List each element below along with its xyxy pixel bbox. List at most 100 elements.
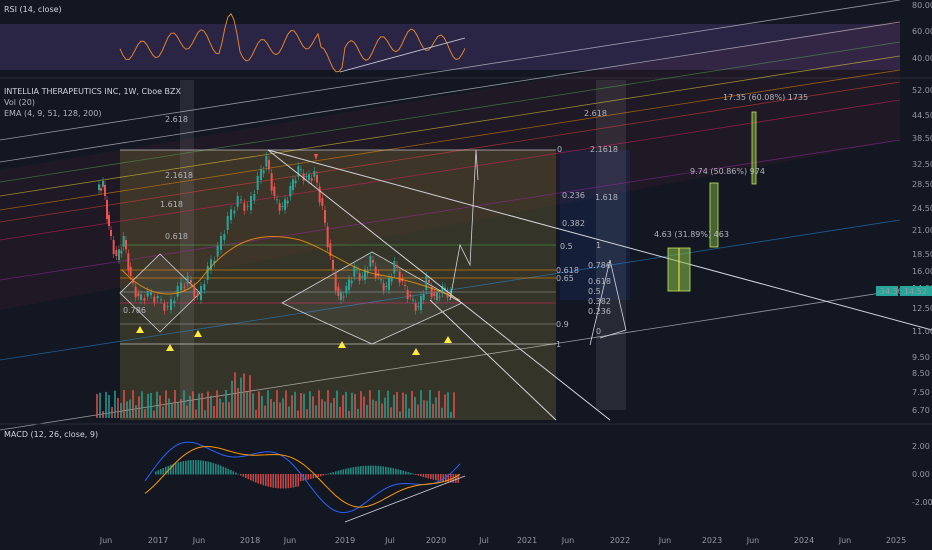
macd-hist-bar — [282, 474, 285, 489]
macd-hist-bar — [215, 463, 217, 475]
candle-body — [134, 286, 137, 298]
candle-body — [420, 296, 422, 310]
downtrend-line-2 — [267, 149, 611, 421]
macd-hist-bar — [155, 471, 157, 475]
candle-body — [200, 286, 202, 300]
macd-hist-bar — [337, 470, 340, 475]
time-tick-label: Jun — [561, 536, 575, 545]
macd-hist-bar — [310, 474, 312, 480]
candle-body — [444, 287, 446, 290]
macd-hist-bar — [395, 468, 397, 475]
volume-bar — [321, 399, 323, 418]
vol-label: Vol (20) — [4, 98, 35, 107]
macd-hist-bar — [357, 466, 360, 475]
volume-bar — [450, 411, 452, 418]
candle-body — [382, 283, 385, 291]
volume-bar — [402, 392, 404, 418]
candle-body — [329, 243, 332, 256]
candle-body — [305, 176, 308, 177]
macd-hist-bar — [422, 474, 425, 478]
rsi-title: RSI (14, close) — [4, 5, 62, 14]
volume-bar — [162, 406, 164, 418]
macd-hist-bar — [402, 470, 405, 475]
candle-body — [273, 186, 276, 196]
volume-bar — [114, 390, 116, 418]
macd-hist-bar — [217, 464, 220, 475]
macd-hist-bar — [350, 467, 352, 475]
candle-body — [150, 292, 152, 295]
macd-hist-bar — [287, 474, 290, 489]
candle-body — [268, 160, 270, 170]
volume-bar — [177, 401, 179, 418]
time-tick-label: 2023 — [702, 536, 722, 545]
macd-hist-bar — [437, 474, 440, 481]
volume-bar — [141, 391, 143, 418]
volume-bar — [348, 411, 350, 418]
candle-body — [236, 196, 239, 207]
candle-body — [143, 298, 146, 301]
volume-bar — [138, 396, 140, 418]
volume-bar — [258, 391, 260, 418]
volume-bar — [399, 411, 401, 418]
volume-bar — [171, 402, 173, 418]
macd-hist-bar — [377, 465, 380, 475]
time-tick-label: 2022 — [610, 536, 630, 545]
macd-hist-bar — [232, 471, 235, 475]
fib-labels: 2.618 2.1618 1.618 0.618 0 2.618 2.1618 0.236 1.… — [123, 109, 618, 349]
price-candles — [98, 152, 452, 315]
macd-hist-bar — [157, 470, 160, 475]
macd-line — [144, 441, 461, 514]
macd-hist-bar — [415, 474, 417, 475]
macd-hist-bar — [247, 474, 250, 480]
macd-hist-bar — [370, 465, 372, 475]
macd-hist-bar — [182, 461, 185, 475]
candle-body — [206, 266, 209, 280]
candle-body — [100, 188, 102, 191]
candle-body — [428, 280, 430, 283]
marker-triangle-2 — [166, 344, 174, 351]
macd-hist-bar — [230, 470, 232, 475]
candle-body — [358, 273, 361, 281]
volume-bar — [186, 405, 188, 418]
candle-body — [270, 173, 273, 191]
macd-hist-bar — [242, 474, 245, 477]
volume-bar — [327, 390, 329, 418]
candle-body — [112, 240, 115, 254]
candle-body — [396, 265, 398, 268]
volume-bar — [378, 390, 380, 418]
channel-line — [0, 139, 901, 281]
candle-body — [324, 210, 326, 223]
macd-hist-bar — [375, 465, 377, 475]
candle-body — [122, 236, 125, 247]
volume-bar — [165, 390, 167, 418]
macd-hist-bar — [432, 474, 435, 480]
volume-bar — [336, 390, 338, 418]
candle-body — [163, 303, 166, 311]
rsi-band — [0, 24, 900, 70]
ema-label: EMA (4, 9, 51, 128, 200) — [4, 109, 101, 118]
price-tick-label: 12.50 — [912, 304, 932, 313]
main-pane: 4.63 (31.89%) 463 9.74 (50.86%) 974 17.3… — [0, 0, 932, 431]
price-badge: 14.52 — [904, 287, 927, 296]
candle-body — [173, 300, 176, 304]
candle-body — [276, 199, 278, 201]
candle-body — [243, 203, 246, 211]
volume-bar — [294, 391, 296, 418]
candle-body — [104, 185, 106, 196]
macd-hist-bar — [160, 469, 162, 475]
volume-bar — [423, 400, 425, 418]
volume-bar — [195, 409, 197, 418]
macd-hist-bar — [240, 474, 242, 476]
candle-body — [213, 260, 216, 264]
volume-bar — [393, 394, 395, 418]
volume-bar — [333, 398, 335, 418]
rsi-tick-label: 80.00 — [912, 1, 932, 10]
fib-top-label: 0.5 — [560, 242, 573, 251]
candle-body — [140, 294, 142, 300]
candle-body — [313, 171, 316, 177]
candle-body — [180, 282, 182, 290]
candle-body — [297, 166, 300, 177]
macd-hist-bar — [390, 467, 392, 475]
price-tick-label: 11.00 — [912, 327, 932, 336]
